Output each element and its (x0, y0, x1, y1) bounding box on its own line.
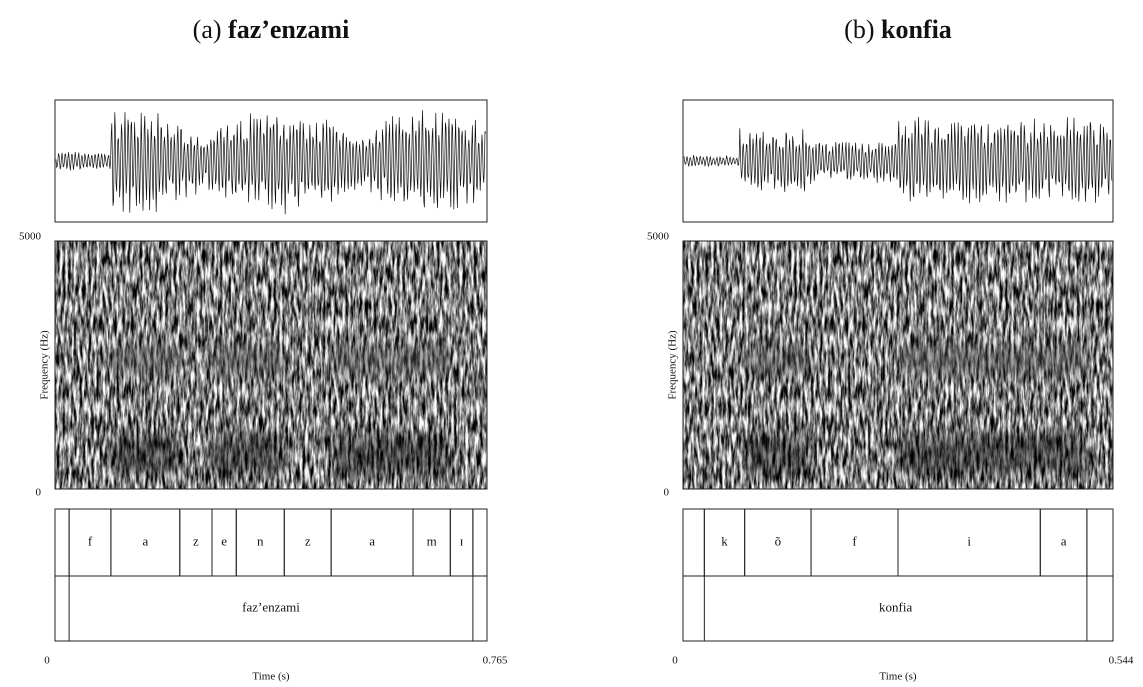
formant-band (413, 345, 451, 375)
formant-band (744, 434, 812, 475)
y-tick-label: 0 (664, 487, 670, 499)
x-tick-label: 0.544 (1109, 655, 1134, 667)
waveform (683, 116, 1113, 204)
x-tick-label: 0 (672, 655, 678, 667)
phone-label: a (142, 533, 148, 548)
formant-band (236, 345, 285, 375)
phone-label: k (721, 533, 728, 548)
x-axis-label: Time (s) (879, 671, 917, 683)
panel-label: (a) (193, 15, 222, 44)
phone-label: õ (775, 533, 782, 548)
formant-band (413, 434, 451, 475)
spectrogram-frame (54, 240, 488, 490)
formant-band (898, 345, 1041, 375)
spectrogram-frame (682, 240, 1114, 490)
phone-label: i (967, 533, 971, 548)
phone-label: z (305, 533, 311, 548)
tier-frame (54, 508, 488, 642)
word-label: faz’enzami (242, 599, 300, 614)
formant-band (744, 345, 812, 375)
y-tick-label: 5000 (19, 231, 42, 243)
formant-band (1040, 434, 1087, 475)
phone-label: f (88, 533, 93, 548)
formant-band (110, 434, 180, 475)
phone-label: e (221, 533, 227, 548)
formant-band (211, 345, 237, 375)
phone-label: ɪ (460, 533, 464, 548)
phone-label: m (427, 533, 437, 548)
waveform-frame (54, 99, 488, 223)
x-axis-label: Time (s) (252, 671, 290, 683)
waveform (55, 110, 486, 215)
phone-label: z (193, 533, 199, 548)
x-tick-label: 0 (44, 655, 50, 667)
panel-word: faz’enzami (228, 15, 349, 44)
formant-band (898, 434, 1041, 475)
word-label: konfia (879, 599, 912, 614)
panel-word: konfia (881, 15, 952, 44)
y-tick-label: 0 (36, 487, 42, 499)
formant-band (211, 434, 237, 475)
panel-title: (a) faz’enzami (193, 15, 350, 44)
formant-band (110, 345, 180, 375)
y-tick-label: 5000 (647, 231, 670, 243)
spectrogram-shading (110, 345, 451, 475)
formant-band (331, 434, 414, 475)
panel-label: (b) (844, 15, 874, 44)
panel-title: (b) konfia (844, 15, 952, 44)
phone-label: f (852, 533, 857, 548)
x-tick-label: 0.765 (483, 655, 508, 667)
phone-label: a (369, 533, 375, 548)
phone-label: n (257, 533, 264, 548)
y-axis-label: Frequency (Hz) (39, 330, 51, 400)
phone-label: a (1061, 533, 1067, 548)
spectrogram-shading (744, 345, 1087, 475)
formant-band (331, 345, 414, 375)
waveform-frame (682, 99, 1114, 223)
y-axis-label: Frequency (Hz) (667, 330, 679, 400)
formant-band (236, 434, 285, 475)
formant-band (1040, 345, 1087, 375)
